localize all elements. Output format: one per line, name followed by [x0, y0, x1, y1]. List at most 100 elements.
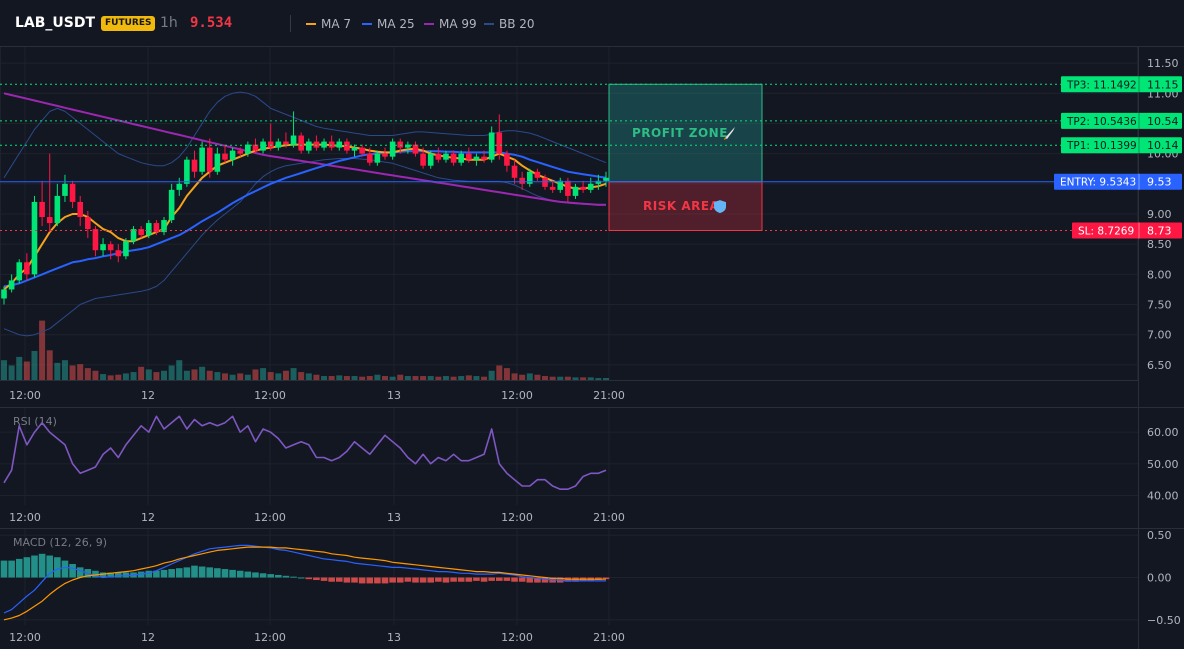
macd-hist-bar — [396, 577, 404, 583]
volume-bar — [366, 376, 373, 380]
candle-body — [222, 153, 228, 160]
macd-hist-bar — [15, 558, 23, 578]
macd-hist-bar — [8, 560, 15, 578]
candle-body — [123, 241, 129, 257]
price-tick: 7.50 — [1147, 299, 1172, 312]
volume-bar — [290, 368, 297, 380]
candle-body — [184, 159, 190, 184]
volume-bar — [176, 360, 183, 380]
candle-body — [31, 201, 38, 275]
volume-bar — [92, 370, 99, 380]
svg-text:10.54: 10.54 — [1147, 115, 1179, 128]
macd-hist-bar — [488, 577, 495, 581]
macd-hist-bar — [0, 560, 8, 578]
rocket-body — [725, 127, 735, 140]
volume-bar — [46, 350, 53, 380]
time-label: 12:00 — [254, 511, 286, 524]
chart-header: LAB_USDT FUTURES 1h 9.534 MA 7 MA 25 MA … — [0, 0, 1184, 46]
price-tick: 11.50 — [1147, 57, 1179, 70]
volume-bar — [267, 372, 274, 380]
macd-hist-bar — [427, 577, 435, 583]
candle-body — [572, 186, 579, 196]
legend-bb20[interactable]: BB 20 — [484, 17, 535, 31]
candle-body — [275, 141, 282, 148]
macd-title: MACD (12, 26, 9) — [13, 536, 107, 549]
macd-hist-bar — [175, 568, 183, 578]
bb-upper — [3, 91, 607, 179]
svg-text:11.15: 11.15 — [1147, 78, 1179, 91]
volume-bar — [130, 372, 137, 380]
macd-hist-bar — [153, 570, 160, 578]
candle-body — [526, 171, 533, 184]
macd-indicator — [0, 544, 610, 621]
candle-body — [145, 223, 152, 236]
candle-body — [62, 183, 68, 196]
time-label: 21:00 — [593, 511, 625, 524]
volume-bar — [481, 376, 488, 380]
legend-ma99[interactable]: MA 99 — [424, 17, 477, 31]
macd-hist-bar — [259, 573, 267, 578]
candles[interactable] — [1, 111, 609, 305]
candle-body — [359, 147, 365, 154]
volume-bar — [8, 365, 15, 380]
macd-hist-bar — [480, 577, 488, 582]
volume-bar — [557, 376, 564, 380]
macd-hist-bar — [366, 577, 374, 584]
candle-body — [473, 156, 480, 160]
symbol-name[interactable]: LAB_USDT — [15, 15, 96, 31]
volume-bars — [1, 320, 609, 380]
shield-shape — [714, 200, 726, 214]
time-label: 12 — [141, 631, 155, 644]
candle-body — [549, 186, 556, 190]
time-label: 12 — [141, 389, 155, 402]
timeframe-label[interactable]: 1h — [160, 15, 178, 31]
macd-hist-bar — [267, 574, 274, 578]
volume-bar — [214, 372, 221, 380]
macd-tick: −0.50 — [1147, 614, 1181, 627]
candle-body — [450, 153, 457, 163]
macd-hist-bar — [320, 577, 328, 581]
svg-text:SL: 8.7269: SL: 8.7269 — [1078, 225, 1134, 237]
candle-body — [481, 156, 487, 160]
macd-hist-bar — [351, 577, 358, 583]
volume-bar — [1, 360, 7, 380]
macd-hist-bar — [541, 577, 549, 583]
tp1-tag: TP1: 10.1399 10.14 — [1061, 137, 1182, 154]
candle-body — [519, 177, 525, 184]
profit-zone-label: PROFIT ZONE — [632, 126, 728, 140]
macd-hist-bar — [457, 577, 465, 582]
macd-hist-bar — [221, 569, 229, 578]
time-label: 12:00 — [501, 511, 533, 524]
time-label: 12:00 — [9, 511, 41, 524]
volume-bar — [595, 378, 602, 380]
macd-hist-bar — [183, 567, 191, 578]
macd-hist-bar — [191, 565, 198, 578]
candle-body — [306, 141, 312, 151]
legend-ma25[interactable]: MA 25 — [362, 17, 415, 31]
candle-body — [1, 289, 7, 299]
candle-body — [298, 135, 304, 151]
candle-body — [46, 217, 53, 224]
candle-body — [214, 153, 221, 172]
macd-hist-bar — [275, 574, 282, 578]
entry-tag: ENTRY: 9.5343 9.53 — [1054, 173, 1182, 190]
candle-body — [85, 217, 91, 230]
macd-hist-bar — [435, 577, 442, 582]
volume-bar — [61, 360, 68, 380]
macd-hist-bar — [419, 577, 427, 583]
volume-bar — [511, 373, 518, 380]
volume-bar — [602, 378, 609, 380]
candle-body — [313, 141, 320, 148]
macd-hist-bar — [69, 563, 76, 578]
macd-hist-bar — [343, 577, 351, 583]
macd-hist-bar — [252, 572, 259, 578]
macd-hist-bar — [282, 575, 290, 578]
candle-body — [153, 223, 160, 233]
time-label: 12:00 — [501, 631, 533, 644]
price-axis[interactable]: 11.5011.0010.5010.009.509.008.508.007.50… — [1147, 57, 1179, 372]
time-label: 21:00 — [593, 389, 625, 402]
macd-hist-bar — [54, 557, 61, 578]
legend-ma7[interactable]: MA 7 — [306, 17, 351, 31]
candle-body — [595, 180, 602, 184]
